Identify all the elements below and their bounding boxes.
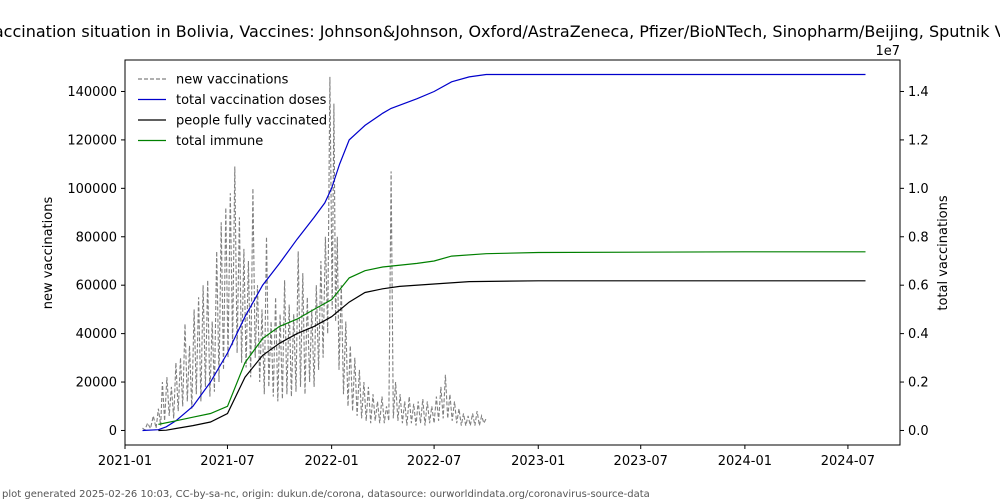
series-line-people-fully-vaccinated (158, 280, 866, 432)
y-right-tick-label: 0.6 (908, 279, 929, 294)
legend-entry: new vaccinations (176, 73, 289, 88)
y-axis-right-exponent: 1e7 (875, 44, 900, 59)
y-axis-left: 0 20000 40000 60000 80000 100000 120000 140000 (67, 85, 125, 439)
x-tick-label: 2022-07 (407, 454, 461, 469)
y-left-tick-label: 60000 (76, 279, 117, 294)
y-left-tick-label: 120000 (67, 133, 117, 148)
x-tick-label: 2021-07 (200, 454, 254, 469)
y-axis-right-label: total vaccinations (936, 195, 951, 311)
y-left-tick-label: 0 (109, 424, 117, 439)
x-tick-label: 2021-01 (98, 454, 152, 469)
y-left-tick-label: 140000 (67, 85, 117, 100)
series-line-total-vaccination-doses (142, 73, 866, 432)
y-left-tick-label: 80000 (76, 230, 117, 245)
legend-entry: people fully vaccinated (176, 114, 327, 129)
y-right-tick-label: 0.8 (908, 230, 929, 245)
y-right-tick-label: 1.2 (908, 133, 929, 148)
footer-note: plot generated 2025-02-26 10:03, CC-by-s… (2, 489, 650, 500)
x-tick-label: 2023-01 (511, 454, 565, 469)
x-tick-label: 2022-01 (304, 454, 358, 469)
chart-title: Covid-19 Vaccination situation in Bolivi… (0, 22, 1000, 41)
y-right-tick-label: 0.0 (908, 424, 929, 439)
x-axis: 2021-01 2021-07 2022-01 2022-07 2023-01 2023-… (98, 445, 875, 469)
plot-frame (124, 59, 901, 446)
x-tick-label: 2024-07 (821, 454, 875, 469)
y-left-tick-label: 40000 (76, 327, 117, 342)
y-right-tick-label: 0.2 (908, 376, 929, 391)
y-right-tick-label: 0.4 (908, 327, 929, 342)
series-line-new-vaccinations (142, 76, 487, 431)
plot-area (142, 73, 866, 432)
y-right-tick-label: 1.0 (908, 182, 929, 197)
y-axis-right: 0.0 0.2 0.4 0.6 0.8 1.0 1.2 1.4 (900, 85, 929, 439)
y-left-tick-label: 100000 (67, 182, 117, 197)
x-tick-label: 2024-01 (718, 454, 772, 469)
y-axis-left-label: new vaccinations (41, 197, 56, 310)
series-line-total-immune (158, 251, 866, 425)
legend: new vaccinations total vaccination doses p… (138, 73, 327, 149)
legend-entry: total immune (176, 134, 263, 149)
legend-entry: total vaccination doses (176, 93, 327, 108)
y-left-tick-label: 20000 (76, 376, 117, 391)
x-tick-label: 2023-07 (614, 454, 668, 469)
y-right-tick-label: 1.4 (908, 85, 929, 100)
